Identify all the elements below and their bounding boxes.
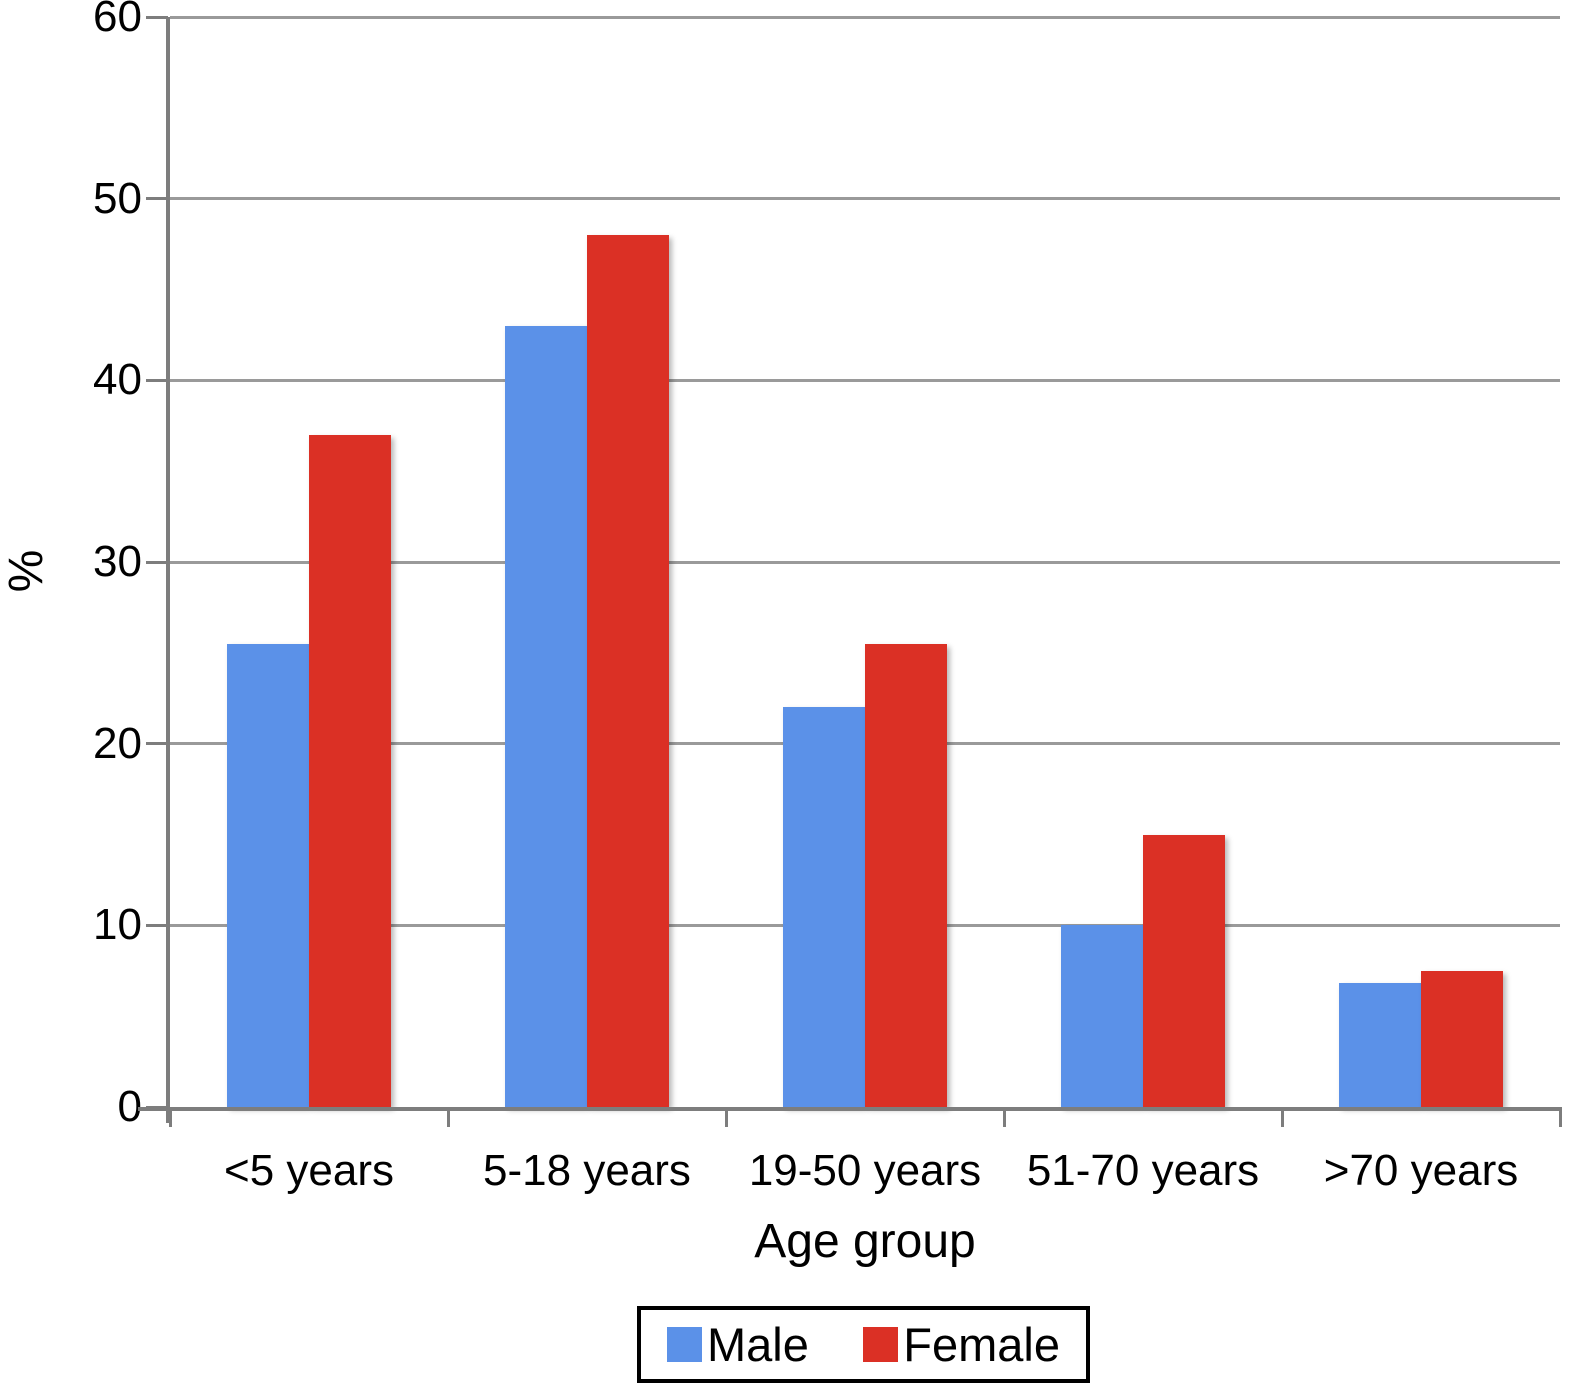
bar-male-5-years: [227, 643, 309, 1107]
gridline-30: [170, 560, 1560, 564]
x-tick-label-70-years: >70 years: [1323, 1146, 1519, 1195]
x-tick-5: [1558, 1111, 1562, 1127]
bar-male-5-18-years: [505, 325, 587, 1107]
x-tick-4: [1280, 1111, 1284, 1127]
legend: Male Female: [637, 1306, 1090, 1383]
y-tick-10: [146, 923, 168, 927]
x-tick-3: [1002, 1111, 1006, 1127]
x-tick-1: [446, 1111, 450, 1127]
y-tick-label-60: 60: [93, 0, 142, 41]
plot-area: [170, 15, 1560, 1107]
bar-female-70-years: [1421, 970, 1503, 1107]
y-tick-label-10: 10: [93, 900, 142, 950]
y-tick-20: [146, 742, 168, 746]
y-tick-label-40: 40: [93, 355, 142, 405]
x-tick-label-19-50-years: 19-50 years: [748, 1146, 982, 1195]
legend-label-male: Male: [707, 1318, 809, 1371]
y-axis-line: [166, 17, 170, 1123]
bar-male-70-years: [1339, 983, 1421, 1107]
y-tick-label-20: 20: [93, 718, 142, 768]
bar-female-19-50-years: [865, 643, 947, 1107]
x-tick-label-5-18-years: 5-18 years: [483, 1146, 691, 1195]
bar-female-5-18-years: [587, 235, 669, 1107]
gridline-50: [170, 197, 1560, 201]
y-tick-60: [146, 15, 168, 19]
x-tick-2: [724, 1111, 728, 1127]
x-tick-0: [168, 1111, 172, 1127]
legend-label-female: Female: [903, 1318, 1060, 1371]
x-tick-label-51-70-years: 51-70 years: [1026, 1146, 1260, 1195]
gridline-60: [170, 15, 1560, 19]
legend-swatch-female: [863, 1327, 899, 1362]
bar-female-5-years: [309, 434, 391, 1107]
legend-item-male: Male: [667, 1321, 809, 1368]
legend-swatch-male: [667, 1327, 702, 1362]
bar-male-51-70-years: [1061, 925, 1143, 1107]
y-tick-50: [146, 197, 168, 201]
x-tick-label-5-years: <5 years: [224, 1146, 394, 1195]
bar-male-19-50-years: [783, 707, 865, 1107]
bar-female-51-70-years: [1143, 834, 1225, 1107]
x-axis-line: [138, 1107, 1562, 1111]
legend-item-female: Female: [863, 1321, 1060, 1368]
y-tick-label-0: 0: [117, 1082, 142, 1131]
y-tick-30: [146, 560, 168, 564]
y-tick-label-50: 50: [93, 173, 142, 223]
y-tick-label-30: 30: [93, 537, 142, 586]
x-axis-title: Age group: [754, 1215, 976, 1268]
gridline-40: [170, 378, 1560, 382]
y-tick-40: [146, 378, 168, 382]
